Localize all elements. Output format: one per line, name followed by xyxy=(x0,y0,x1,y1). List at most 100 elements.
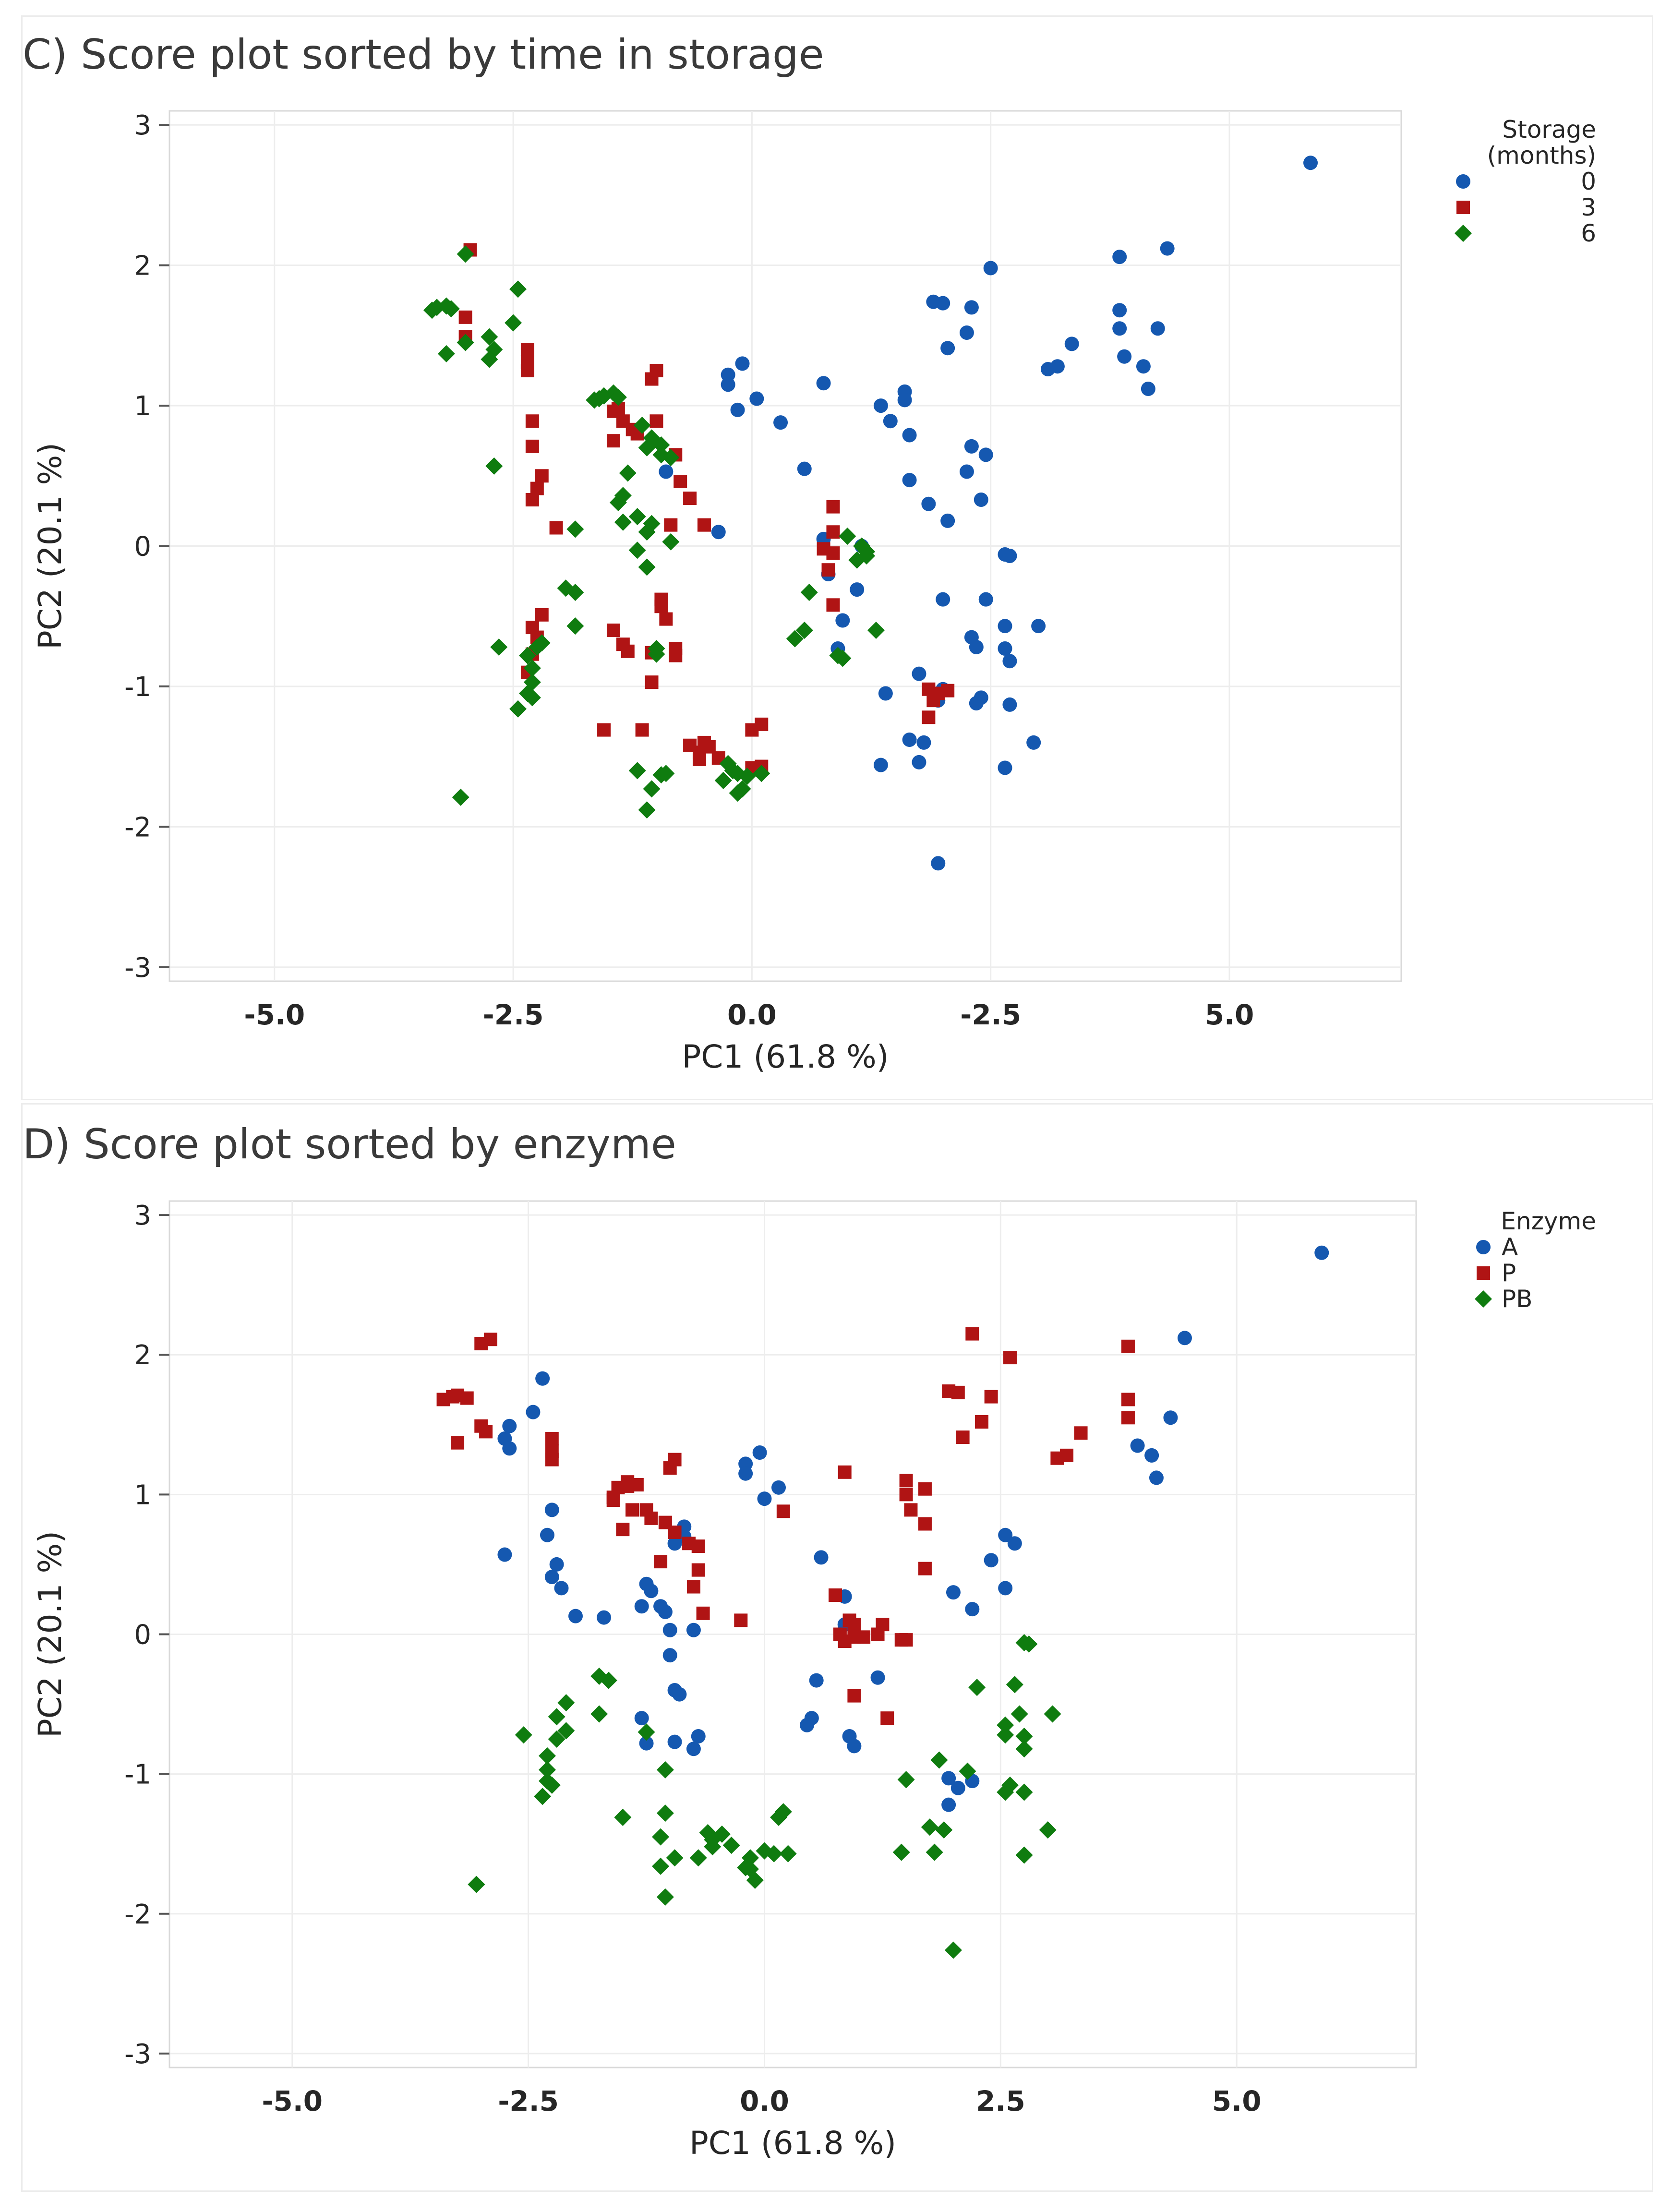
data-point xyxy=(721,377,735,392)
data-point xyxy=(1010,1705,1028,1723)
data-point xyxy=(873,757,888,772)
data-point xyxy=(834,649,852,667)
data-point xyxy=(964,300,979,315)
data-point xyxy=(735,356,750,371)
data-point xyxy=(659,612,673,626)
data-point xyxy=(839,528,856,545)
data-point xyxy=(797,461,812,476)
data-point xyxy=(648,645,665,663)
data-point xyxy=(697,518,711,532)
data-point xyxy=(926,694,940,708)
y-axis-label: PC2 (20.1 %) xyxy=(32,443,69,649)
data-point xyxy=(515,1726,532,1744)
data-point xyxy=(643,780,661,798)
data-point xyxy=(549,1557,564,1572)
data-point xyxy=(998,619,1012,634)
y-tick-label: 3 xyxy=(134,110,151,141)
x-axis-label: PC1 (61.8 %) xyxy=(682,1038,889,1075)
data-point xyxy=(826,500,840,514)
data-point xyxy=(544,1570,559,1585)
data-point xyxy=(858,543,876,561)
data-point xyxy=(878,686,893,701)
data-point xyxy=(959,325,974,340)
data-point xyxy=(774,1803,792,1821)
y-tick-label: 2 xyxy=(134,251,151,282)
y-tick-label: 1 xyxy=(134,1479,151,1511)
data-point xyxy=(525,493,539,507)
data-point xyxy=(847,1618,861,1632)
data-point xyxy=(544,1503,559,1517)
y-tick-label: 1 xyxy=(134,391,151,422)
data-point xyxy=(628,541,646,559)
y-tick-label: 3 xyxy=(134,1200,151,1231)
data-point xyxy=(639,1736,654,1751)
legend-title: Storage xyxy=(1502,116,1596,144)
data-point xyxy=(974,1415,988,1429)
data-point xyxy=(795,621,813,639)
data-point xyxy=(643,515,661,532)
data-point xyxy=(662,1623,677,1637)
data-point xyxy=(436,1393,450,1407)
data-point xyxy=(1002,697,1017,712)
data-point xyxy=(460,1391,474,1405)
data-point xyxy=(534,1788,552,1805)
data-point xyxy=(502,1441,517,1456)
data-point xyxy=(983,261,998,276)
data-point xyxy=(535,1371,550,1386)
data-point xyxy=(826,525,840,539)
legend-marker xyxy=(1477,1266,1490,1280)
data-point xyxy=(752,1445,767,1460)
data-point xyxy=(729,784,746,802)
data-point xyxy=(1026,735,1041,750)
data-point xyxy=(1121,1411,1135,1425)
data-point xyxy=(899,1633,913,1647)
data-point xyxy=(850,582,865,597)
data-point xyxy=(566,583,584,601)
data-point xyxy=(816,376,831,391)
data-point xyxy=(737,1859,755,1876)
data-point xyxy=(590,1667,608,1685)
data-point xyxy=(1130,1438,1145,1453)
data-point xyxy=(545,1431,559,1445)
data-point xyxy=(672,1687,687,1702)
chart-title: D) Score plot sorted by enzyme xyxy=(23,1120,676,1168)
data-point xyxy=(549,521,563,535)
data-point xyxy=(941,1771,956,1786)
data-point xyxy=(635,723,649,737)
data-point xyxy=(786,630,804,648)
legend-title: Enzyme xyxy=(1501,1207,1596,1235)
data-point xyxy=(614,513,632,531)
data-point xyxy=(645,675,659,689)
data-point xyxy=(814,1550,829,1565)
data-point xyxy=(892,1843,910,1861)
data-point xyxy=(755,717,769,731)
x-tick-label: 0.0 xyxy=(727,998,777,1031)
data-point xyxy=(902,733,917,747)
data-point xyxy=(746,1871,764,1889)
data-point xyxy=(997,1726,1014,1744)
data-point xyxy=(479,1425,493,1439)
data-point xyxy=(899,1488,913,1502)
gridlines xyxy=(169,111,1401,981)
data-point xyxy=(1177,1331,1192,1346)
legend-label: 6 xyxy=(1581,219,1596,247)
y-axis-label: PC2 (20.1 %) xyxy=(32,1531,69,1738)
data-point xyxy=(765,1845,783,1863)
data-point xyxy=(540,1527,554,1542)
data-point xyxy=(1112,321,1127,336)
data-point xyxy=(734,1613,748,1627)
data-point xyxy=(606,434,620,448)
data-point xyxy=(921,1818,938,1836)
x-tick-label: -5.0 xyxy=(262,2085,323,2117)
y-tick-label: -2 xyxy=(124,812,151,843)
data-point xyxy=(902,473,917,488)
data-point xyxy=(502,1419,517,1433)
data-point xyxy=(568,1609,583,1623)
data-point xyxy=(965,1327,979,1341)
data-point xyxy=(1121,1393,1135,1407)
data-point xyxy=(683,492,697,505)
data-point xyxy=(1121,1339,1135,1353)
data-point xyxy=(442,300,460,318)
x-tick-label: -2.5 xyxy=(483,998,544,1031)
data-point xyxy=(951,1385,965,1399)
